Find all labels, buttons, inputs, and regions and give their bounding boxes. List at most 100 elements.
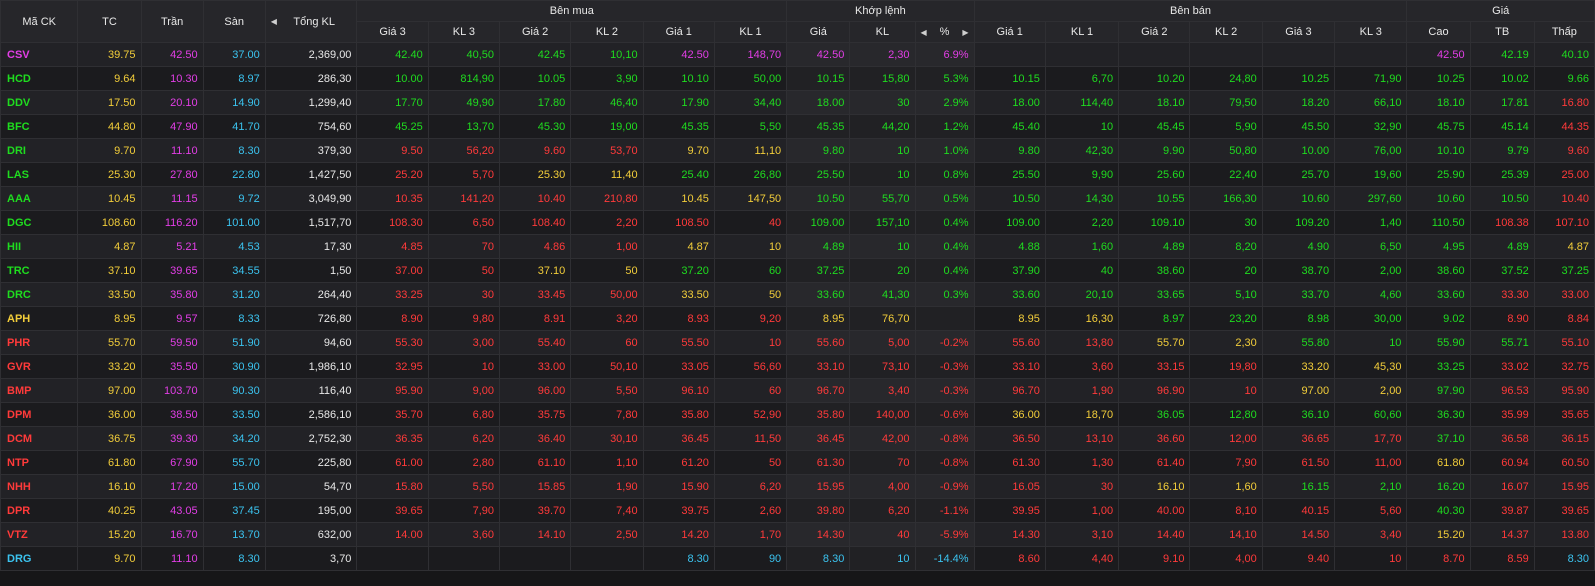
col-low[interactable]: Thấp xyxy=(1533,21,1595,43)
high-price-cell: 55.90 xyxy=(1406,330,1471,355)
table-row[interactable]: AAA 10.45 11.15 9.72 3,049,90 10.35 141,20 10.4… xyxy=(0,186,1595,211)
table-row[interactable]: CSV 39.75 42.50 37.00 2,369,00 42.40 40,50 42.4… xyxy=(0,42,1595,67)
avg-price-cell: 4.89 xyxy=(1469,234,1535,259)
sell-price-1-cell: 18.00 xyxy=(973,90,1046,115)
sell-price-3-cell: 40.15 xyxy=(1261,498,1336,523)
avg-price-cell: 96.53 xyxy=(1469,378,1535,403)
table-row[interactable]: DRC 33.50 35.80 31.20 264,40 33.25 30 33.45 50,0… xyxy=(0,282,1595,307)
buy-vol-2-cell: 1,90 xyxy=(570,474,644,499)
scroll-left-icon[interactable]: ◀ xyxy=(270,17,277,26)
sell-vol-2-cell: 12,80 xyxy=(1189,402,1263,427)
low-price-cell: 8.30 xyxy=(1533,546,1595,571)
floor-price-cell: 15.00 xyxy=(202,474,266,499)
buy-vol-1-cell: 40 xyxy=(713,210,788,235)
ref-price-cell: 9.70 xyxy=(77,546,142,571)
col-buy-vol-2[interactable]: KL 2 xyxy=(570,21,644,43)
ref-price-cell: 33.20 xyxy=(77,354,142,379)
table-row[interactable]: NHH 16.10 17.20 15.00 54,70 15.80 5,50 15.85 1,9… xyxy=(0,474,1595,499)
col-symbol[interactable]: Mã CK xyxy=(0,0,79,43)
table-row[interactable]: HII 4.87 5.21 4.53 17,30 4.85 70 4.86 1,00 4.87 10… xyxy=(0,234,1595,259)
col-sell-vol-2[interactable]: KL 2 xyxy=(1189,21,1263,43)
sell-price-3-cell: 10.25 xyxy=(1261,66,1336,91)
avg-price-cell: 17.81 xyxy=(1469,90,1535,115)
buy-vol-2-cell: 10,10 xyxy=(570,42,644,67)
sell-price-2-cell: 33.15 xyxy=(1118,354,1191,379)
table-row[interactable]: BMP 97.00 103.70 90.30 116,40 95.90 9,00 96.00 5… xyxy=(0,378,1595,403)
sell-vol-1-cell: 13,10 xyxy=(1044,426,1120,451)
table-row[interactable]: APH 8.95 9.57 8.33 726,80 8.90 9,80 8.91 3,20 8.9… xyxy=(0,306,1595,331)
floor-price-cell: 55.70 xyxy=(202,450,266,475)
match-volume-cell: 44,20 xyxy=(849,114,916,139)
floor-price-cell: 9.72 xyxy=(202,186,266,211)
sell-price-1-cell: 16.05 xyxy=(973,474,1046,499)
table-row[interactable]: DDV 17.50 20.10 14.90 1,299,40 17.70 49,90 17.8… xyxy=(0,90,1595,115)
match-price-cell: 25.50 xyxy=(786,162,851,187)
low-price-cell: 107.10 xyxy=(1533,210,1595,235)
avg-price-cell: 45.14 xyxy=(1469,114,1535,139)
table-row[interactable]: VTZ 15.20 16.70 13.70 632,00 14.00 3,60 14.10 2,… xyxy=(0,522,1595,547)
sell-vol-2-cell: 10 xyxy=(1189,378,1263,403)
table-row[interactable]: DRG 9.70 11.10 8.30 3,70 8.30 90 8.30 10 -14.4% 8.… xyxy=(0,546,1595,571)
table-row[interactable]: LAS 25.30 27.80 22.80 1,427,50 25.20 5,70 25.30… xyxy=(0,162,1595,187)
ref-price-cell: 25.30 xyxy=(77,162,142,187)
buy-price-3-cell: 15.80 xyxy=(356,474,429,499)
col-match-price[interactable]: Giá xyxy=(786,21,851,43)
table-row[interactable]: BFC 44.80 47.90 41.70 754,60 45.25 13,70 45.30 1… xyxy=(0,114,1595,139)
match-price-cell: 8.95 xyxy=(786,306,851,331)
col-sell-price-3[interactable]: Giá 3 xyxy=(1261,21,1336,43)
sell-price-1-cell: 109.00 xyxy=(973,210,1046,235)
buy-vol-3-cell: 7,90 xyxy=(427,498,501,523)
col-buy-price-1[interactable]: Giá 1 xyxy=(642,21,715,43)
buy-vol-2-cell: 1,10 xyxy=(570,450,644,475)
col-sell-price-2[interactable]: Giá 2 xyxy=(1118,21,1191,43)
floor-price-cell: 51.90 xyxy=(202,330,266,355)
table-row[interactable]: TRC 37.10 39.65 34.55 1,50 37.00 50 37.10 50 37.2… xyxy=(0,258,1595,283)
table-row[interactable]: PHR 55.70 59.50 51.90 94,60 55.30 3,00 55.40 60 5… xyxy=(0,330,1595,355)
floor-price-cell: 13.70 xyxy=(202,522,266,547)
col-sell-price-1[interactable]: Giá 1 xyxy=(973,21,1046,43)
table-row[interactable]: DPM 36.00 38.50 33.50 2,586,10 35.70 6,80 35.75… xyxy=(0,402,1595,427)
toggle-right-icon[interactable]: ▶ xyxy=(962,27,969,37)
sell-price-2-cell: 36.05 xyxy=(1118,402,1191,427)
col-avg[interactable]: TB xyxy=(1469,21,1535,43)
col-high[interactable]: Cao xyxy=(1406,21,1471,43)
table-row[interactable]: GVR 33.20 35.50 30.90 1,986,10 32.95 10 33.00 50… xyxy=(0,354,1595,379)
sell-vol-1-cell: 30 xyxy=(1044,474,1120,499)
col-match-percent[interactable]: ◀% ▶ xyxy=(914,21,975,43)
buy-price-2-cell: 35.75 xyxy=(498,402,572,427)
col-floor[interactable]: Sàn xyxy=(202,0,266,43)
col-buy-vol-1[interactable]: KL 1 xyxy=(713,21,788,43)
match-volume-cell: 76,70 xyxy=(849,306,916,331)
buy-price-1-cell: 8.30 xyxy=(642,546,715,571)
total-volume-cell: 726,80 xyxy=(264,306,358,331)
col-match-volume[interactable]: KL xyxy=(849,21,916,43)
col-buy-vol-3[interactable]: KL 3 xyxy=(427,21,501,43)
buy-price-2-cell: 15.85 xyxy=(498,474,572,499)
sell-vol-2-cell: 7,90 xyxy=(1189,450,1263,475)
col-buy-price-2[interactable]: Giá 2 xyxy=(498,21,572,43)
symbol-cell: GVR xyxy=(0,354,79,379)
table-row[interactable]: DCM 36.75 39.30 34.20 2,752,30 36.35 6,20 36.40… xyxy=(0,426,1595,451)
col-sell-vol-1[interactable]: KL 1 xyxy=(1044,21,1120,43)
total-volume-cell: 1,299,40 xyxy=(264,90,358,115)
table-row[interactable]: DGC 108.60 116.20 101.00 1,517,70 108.30 6,50 1… xyxy=(0,210,1595,235)
table-row[interactable]: HCD 9.64 10.30 8.97 286,30 10.00 814,90 10.05 3,… xyxy=(0,66,1595,91)
table-row[interactable]: NTP 61.80 67.90 55.70 225,80 61.00 2,80 61.10 1,… xyxy=(0,450,1595,475)
toggle-left-icon[interactable]: ◀ xyxy=(920,27,927,37)
floor-price-cell: 31.20 xyxy=(202,282,266,307)
col-total-volume[interactable]: ◀ Tổng KL xyxy=(264,0,358,43)
avg-price-cell: 14.37 xyxy=(1469,522,1535,547)
total-volume-cell: 286,30 xyxy=(264,66,358,91)
buy-price-3-cell: 25.20 xyxy=(356,162,429,187)
col-sell-vol-3[interactable]: KL 3 xyxy=(1334,21,1408,43)
col-ceil[interactable]: Trần xyxy=(140,0,204,43)
sell-vol-1-cell: 14,30 xyxy=(1044,186,1120,211)
ref-price-cell: 61.80 xyxy=(77,450,142,475)
col-buy-price-3[interactable]: Giá 3 xyxy=(356,21,429,43)
table-row[interactable]: DRI 9.70 11.10 8.30 379,30 9.50 56,20 9.60 53,70… xyxy=(0,138,1595,163)
match-percent-cell: 1.0% xyxy=(914,138,975,163)
floor-price-cell: 33.50 xyxy=(202,402,266,427)
match-percent-cell xyxy=(914,306,975,331)
col-ref[interactable]: TC xyxy=(77,0,142,43)
table-row[interactable]: DPR 40.25 43.05 37.45 195,00 39.65 7,90 39.70 7,… xyxy=(0,498,1595,523)
